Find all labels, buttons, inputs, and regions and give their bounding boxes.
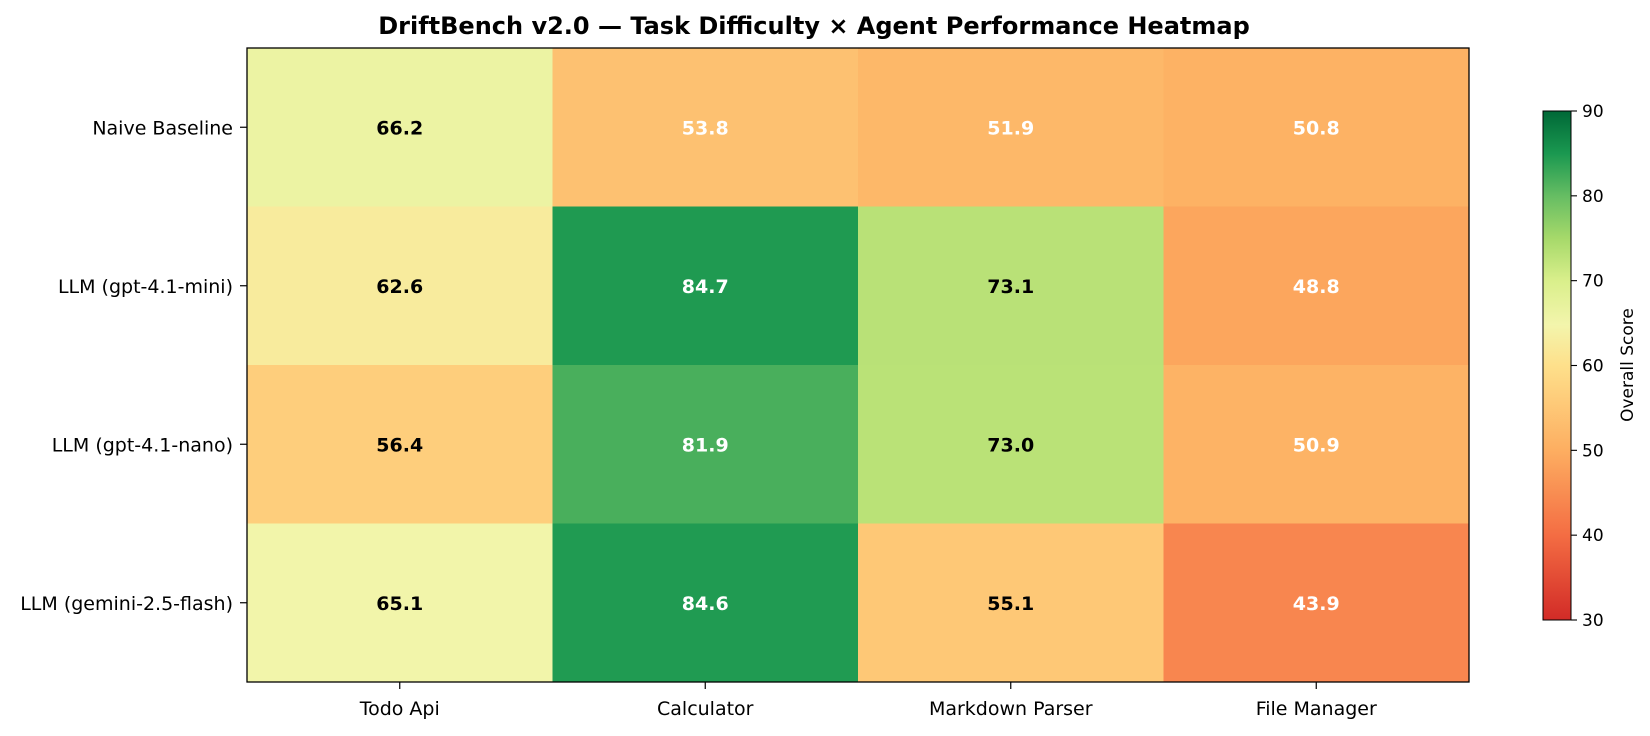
heatmap-cell <box>1163 523 1470 683</box>
colorbar-label: Overall Score <box>1618 308 1638 422</box>
heatmap-cell <box>247 365 553 524</box>
cell-value-label: 55.1 <box>987 593 1034 615</box>
colorbar-tick-label: 60 <box>1582 357 1604 377</box>
x-tick-label: Todo Api <box>359 698 440 720</box>
x-axis: Todo Api Calculator Markdown Parser File Ma… <box>359 682 1377 720</box>
heatmap-cell <box>1163 365 1470 524</box>
y-tick-label: LLM (gemini-2.5-flash) <box>20 593 233 615</box>
heatmap-cell <box>858 206 1164 366</box>
cell-value-label: 73.1 <box>987 276 1034 298</box>
cell-value-labels: 66.2 53.8 51.9 50.8 62.6 84.7 73.1 48.8 56.4 81.9… <box>376 117 1339 615</box>
heatmap-cell <box>247 523 553 683</box>
cell-value-label: 50.8 <box>1293 117 1340 139</box>
y-tick-label: LLM (gpt-4.1-nano) <box>52 434 233 456</box>
heatmap-cell <box>247 48 553 207</box>
heatmap-cell <box>1163 48 1470 207</box>
heatmap-cell <box>552 48 859 207</box>
cell-value-label: 81.9 <box>682 434 729 456</box>
y-axis: Naive Baseline LLM (gpt-4.1-mini) LLM (gpt… <box>20 117 247 615</box>
heatmap-cell <box>858 523 1164 683</box>
cell-value-label: 66.2 <box>376 117 423 139</box>
heatmap-cell <box>858 365 1164 524</box>
x-tick-label: File Manager <box>1256 698 1377 720</box>
heatmap-cell <box>552 523 859 683</box>
cell-value-label: 50.9 <box>1293 434 1340 456</box>
cell-value-label: 43.9 <box>1293 593 1340 615</box>
cell-value-label: 48.8 <box>1293 276 1340 298</box>
chart-title: DriftBench v2.0 — Task Difficulty × Agen… <box>378 12 1250 40</box>
colorbar-tick-label: 50 <box>1582 441 1604 461</box>
heatmap-cell <box>552 365 859 524</box>
y-tick-label: Naive Baseline <box>92 117 233 139</box>
cell-value-label: 84.7 <box>682 276 729 298</box>
x-tick-label: Markdown Parser <box>929 698 1093 720</box>
cell-value-label: 73.0 <box>987 434 1034 456</box>
cell-value-label: 56.4 <box>376 434 423 456</box>
colorbar-gradient <box>1542 110 1572 621</box>
colorbar-tick-label: 30 <box>1582 611 1604 631</box>
colorbar-ticks: 30 40 50 60 70 80 90 <box>1571 102 1604 631</box>
x-tick-label: Calculator <box>657 698 754 720</box>
colorbar-tick-label: 40 <box>1582 526 1604 546</box>
colorbar-tick-label: 90 <box>1582 102 1604 122</box>
cell-value-label: 62.6 <box>376 276 423 298</box>
heatmap-grid <box>247 48 1470 683</box>
plot-frame <box>246 47 1470 683</box>
colorbar-tick-label: 70 <box>1582 272 1604 292</box>
heatmap-cell <box>858 48 1164 207</box>
heatmap-cell <box>1163 206 1470 366</box>
heatmap-cell <box>552 206 859 366</box>
y-tick-label: LLM (gpt-4.1-mini) <box>58 276 233 298</box>
cell-value-label: 65.1 <box>376 593 423 615</box>
cell-value-label: 51.9 <box>987 117 1034 139</box>
cell-value-label: 84.6 <box>682 593 729 615</box>
heatmap-cell <box>247 206 553 366</box>
cell-value-label: 53.8 <box>682 117 729 139</box>
colorbar: 30 40 50 60 70 80 90 Overall Score <box>1542 102 1638 631</box>
colorbar-tick-label: 80 <box>1582 187 1604 207</box>
